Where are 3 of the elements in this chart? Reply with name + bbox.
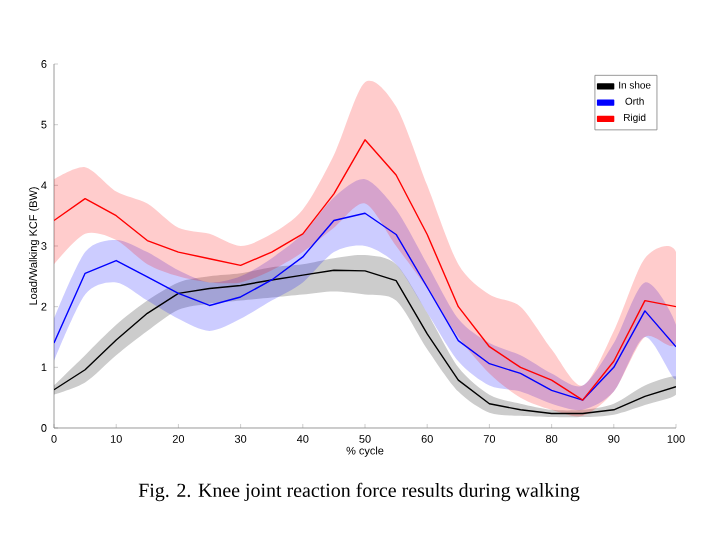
line-series (54, 139, 677, 401)
caption: Fig. 2. Knee joint reaction force results during walking (138, 482, 580, 502)
line-series (54, 212, 677, 401)
